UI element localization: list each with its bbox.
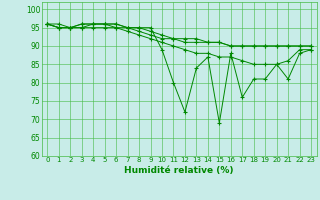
X-axis label: Humidité relative (%): Humidité relative (%) <box>124 166 234 175</box>
